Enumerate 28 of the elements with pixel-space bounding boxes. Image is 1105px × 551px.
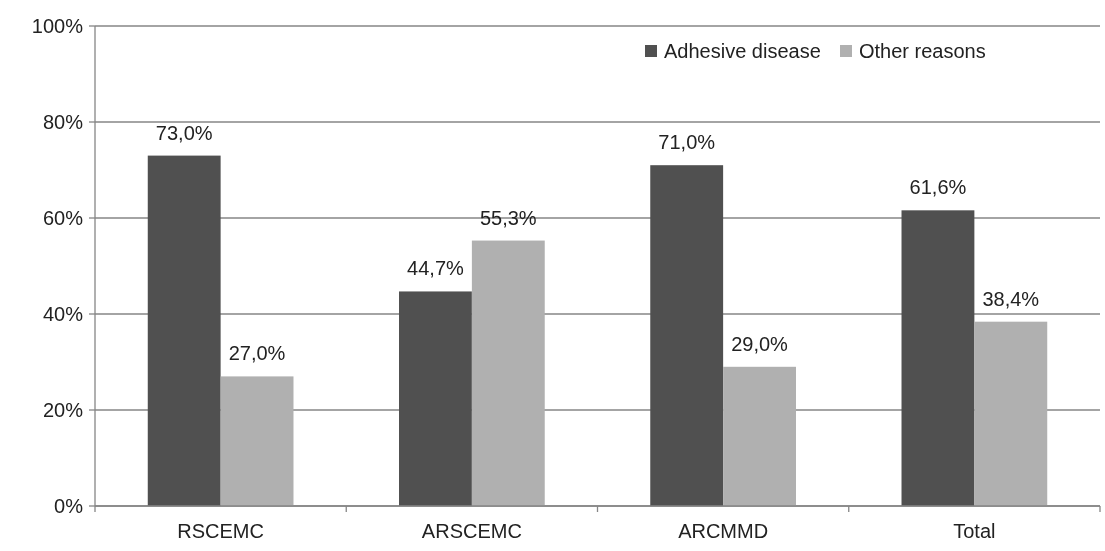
y-tick-label: 20%: [42, 399, 84, 421]
bar: [220, 376, 294, 506]
y-tick-label: 0%: [54, 495, 84, 517]
x-tick-label: Total: [953, 520, 996, 542]
data-label: 44,7%: [407, 257, 465, 280]
y-tick-label: 100%: [31, 15, 84, 37]
data-label: 27,0%: [228, 342, 286, 365]
data-label: 61,6%: [909, 176, 967, 199]
bar: [723, 366, 796, 506]
bar: [974, 321, 1048, 506]
y-tick-label: 60%: [42, 207, 84, 229]
data-label: 29,0%: [731, 332, 789, 355]
data-label: 55,3%: [479, 206, 537, 229]
x-tick-label: ARSCEMC: [421, 520, 522, 542]
data-label: 38,4%: [982, 287, 1040, 310]
legend-label: Adhesive disease: [664, 40, 821, 62]
y-tick-label: 40%: [42, 303, 84, 325]
bar: [399, 291, 472, 506]
bar: [650, 165, 724, 506]
bar: [147, 155, 221, 506]
bar: [901, 210, 975, 506]
legend-label: Other reasons: [859, 40, 986, 62]
data-label: 73,0%: [155, 121, 213, 144]
data-label: 71,0%: [658, 131, 716, 154]
x-tick-label: ARCMMD: [678, 520, 769, 542]
bar: [471, 240, 545, 506]
x-tick-label: RSCEMC: [177, 520, 264, 542]
y-tick-label: 80%: [42, 111, 84, 133]
